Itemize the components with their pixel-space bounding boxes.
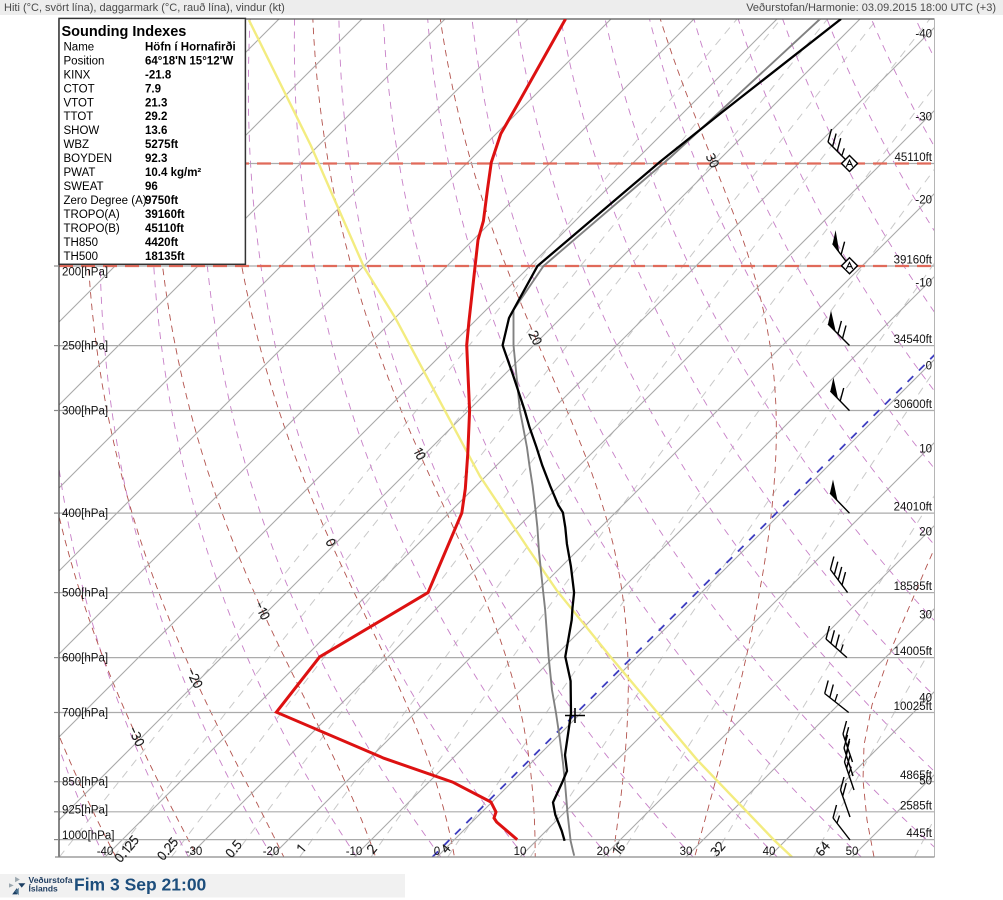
svg-text:700[hPa]: 700[hPa] (62, 708, 108, 720)
svg-text:96: 96 (145, 181, 158, 193)
svg-text:4865ft: 4865ft (900, 770, 933, 782)
svg-text:45110ft: 45110ft (145, 223, 184, 235)
svg-text:0: 0 (926, 361, 932, 373)
svg-text:Sounding Indexes: Sounding Indexes (62, 24, 187, 40)
svg-text:-21.8: -21.8 (145, 69, 172, 81)
svg-text:50: 50 (919, 776, 932, 788)
svg-text:Íslands: Íslands (29, 884, 59, 894)
svg-text:Höfn í Hornafirði: Höfn í Hornafirði (145, 41, 236, 53)
svg-text:Veðurstofan/Harmonie: 03.09.20: Veðurstofan/Harmonie: 03.09.2015 18:00 U… (746, 2, 996, 14)
svg-text:PWAT: PWAT (64, 167, 96, 179)
svg-text:2585ft: 2585ft (900, 800, 933, 812)
svg-text:Position: Position (64, 55, 105, 67)
svg-text:30: 30 (919, 610, 932, 622)
svg-text:SWEAT: SWEAT (64, 181, 104, 193)
svg-text:24010ft: 24010ft (894, 502, 933, 514)
svg-text:TH500: TH500 (64, 251, 99, 263)
svg-text:20: 20 (919, 527, 932, 539)
svg-text:-40: -40 (915, 29, 932, 41)
svg-text:5275ft: 5275ft (145, 139, 178, 151)
svg-text:0: 0 (434, 846, 440, 858)
svg-text:29.2: 29.2 (145, 111, 167, 123)
svg-text:7.9: 7.9 (145, 83, 161, 95)
svg-text:40: 40 (919, 693, 932, 705)
svg-text:Veðurstofa: Veðurstofa (29, 875, 73, 885)
svg-text:-40: -40 (97, 846, 114, 858)
svg-text:VTOT: VTOT (64, 97, 94, 109)
svg-text:-30: -30 (915, 112, 932, 124)
svg-text:-20: -20 (263, 846, 280, 858)
svg-text:10: 10 (514, 846, 527, 858)
svg-text:850[hPa]: 850[hPa] (62, 777, 108, 789)
svg-text:39160ft: 39160ft (894, 255, 933, 267)
svg-text:1000[hPa]: 1000[hPa] (62, 830, 114, 842)
svg-text:BOYDEN: BOYDEN (64, 153, 113, 165)
svg-text:-10: -10 (915, 278, 932, 290)
svg-text:TH850: TH850 (64, 237, 99, 249)
svg-text:21.3: 21.3 (145, 97, 167, 109)
svg-text:18585ft: 18585ft (894, 581, 933, 593)
svg-text:50: 50 (846, 846, 859, 858)
svg-text:600[hPa]: 600[hPa] (62, 653, 108, 665)
svg-text:30: 30 (680, 846, 693, 858)
svg-text:64°18'N 15°12'W: 64°18'N 15°12'W (145, 55, 233, 67)
svg-text:4420ft: 4420ft (145, 237, 178, 249)
svg-text:Hiti (°C, svört lína), daggarm: Hiti (°C, svört lína), daggarmark (°C, r… (4, 2, 285, 14)
svg-text:CTOT: CTOT (64, 83, 95, 95)
svg-text:18135ft: 18135ft (145, 251, 185, 263)
svg-text:-20: -20 (915, 195, 932, 207)
svg-text:925[hPa]: 925[hPa] (62, 804, 108, 816)
svg-text:13.6: 13.6 (145, 125, 167, 137)
svg-text:92.3: 92.3 (145, 153, 167, 165)
svg-text:-30: -30 (186, 846, 203, 858)
svg-text:TROPO(A): TROPO(A) (64, 209, 120, 221)
svg-text:10.4 kg/m²: 10.4 kg/m² (145, 167, 201, 179)
svg-text:300[hPa]: 300[hPa] (62, 406, 108, 418)
svg-text:TROPO(B): TROPO(B) (64, 223, 120, 235)
svg-text:34540ft: 34540ft (894, 334, 933, 346)
svg-text:Fim 3 Sep 21:00: Fim 3 Sep 21:00 (74, 875, 207, 895)
svg-text:250[hPa]: 250[hPa] (62, 341, 108, 353)
svg-text:20: 20 (597, 846, 610, 858)
svg-text:14005ft: 14005ft (894, 646, 933, 658)
svg-text:10025ft: 10025ft (894, 701, 933, 713)
svg-text:400[hPa]: 400[hPa] (62, 508, 108, 520)
svg-text:200[hPa]: 200[hPa] (62, 267, 108, 279)
svg-text:SHOW: SHOW (64, 125, 100, 137)
svg-text:500[hPa]: 500[hPa] (62, 588, 108, 600)
svg-text:TTOT: TTOT (64, 111, 94, 123)
svg-text:10: 10 (919, 444, 932, 456)
svg-text:9750ft: 9750ft (145, 195, 178, 207)
svg-text:445ft: 445ft (906, 828, 932, 840)
svg-text:39160ft: 39160ft (145, 209, 185, 221)
svg-text:30600ft: 30600ft (894, 399, 933, 411)
svg-text:Name: Name (64, 41, 95, 53)
svg-text:-10: -10 (346, 846, 363, 858)
svg-text:KINX: KINX (64, 69, 91, 81)
svg-text:40: 40 (763, 846, 776, 858)
svg-text:45110ft: 45110ft (894, 152, 932, 164)
svg-text:WBZ: WBZ (64, 139, 90, 151)
svg-text:Zero Degree (A): Zero Degree (A) (64, 195, 147, 207)
